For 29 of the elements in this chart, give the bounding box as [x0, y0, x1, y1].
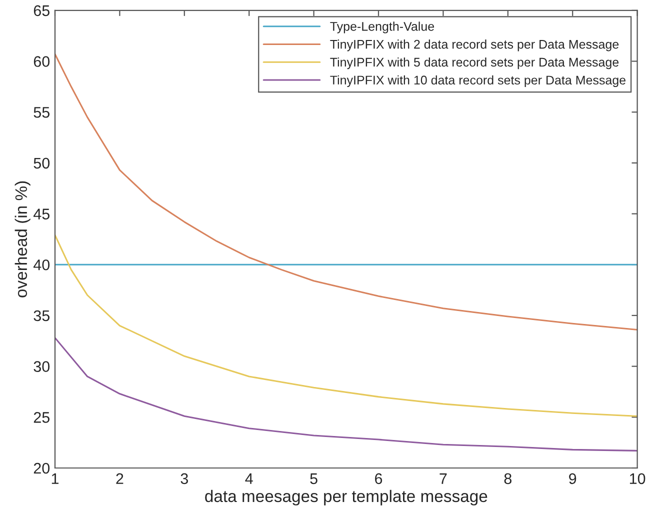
x-tick-label: 2: [116, 473, 124, 484]
line-series: [54, 234, 638, 417]
y-tick-label: 60: [34, 56, 50, 67]
legend-label: TinyIPFIX with 2 data record sets per Data Message: [330, 40, 619, 52]
y-tick-label: 20: [34, 462, 50, 474]
x-tick-label: 4: [245, 473, 253, 484]
x-tick-label: 3: [180, 473, 188, 484]
x-tick-label: 1: [52, 473, 58, 484]
y-tick-label: 50: [34, 158, 50, 169]
y-axis-title: overhead (in %): [14, 181, 30, 298]
legend-label: TinyIPFIX with 5 data record sets per Data Message: [330, 57, 619, 70]
x-tick-label: 6: [375, 473, 382, 484]
x-tick-label: 7: [440, 473, 447, 484]
y-tick-label: 55: [34, 107, 50, 118]
x-tick-label: 9: [569, 473, 576, 484]
y-tick-label: 30: [34, 361, 50, 372]
legend-label: Type-Length-Value: [330, 22, 434, 34]
x-tick-label: 8: [504, 473, 512, 484]
y-tick-label: 40: [33, 259, 50, 270]
y-tick-label: 35: [34, 310, 50, 322]
legend-label: TinyIPFIX with 10 data record sets per Data Message: [330, 75, 626, 88]
y-tick-label: 25: [34, 412, 50, 423]
x-tick-label: 10: [630, 473, 646, 484]
y-tick-label: 45: [33, 208, 50, 220]
y-tick-label: 65: [34, 5, 50, 16]
line-series: [54, 53, 638, 330]
x-axis-title: data meesages per template message: [205, 490, 488, 506]
line-series: [54, 337, 638, 452]
x-tick-label: 5: [310, 473, 318, 484]
